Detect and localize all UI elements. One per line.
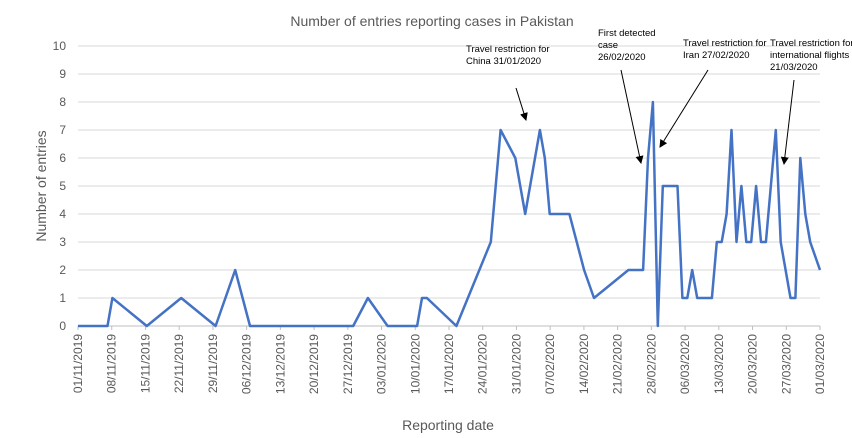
x-tick-label: 06/03/2020 bbox=[678, 334, 692, 394]
x-tick-label: 06/12/2019 bbox=[240, 334, 254, 394]
annotation-text: Travel restriction for international flig… bbox=[770, 38, 852, 73]
annotation-line: China 31/01/2020 bbox=[466, 56, 541, 67]
annotation-line: 26/02/2020 bbox=[598, 52, 646, 63]
x-tick-label: 17/01/2020 bbox=[442, 334, 456, 394]
x-tick-label: 20/12/2019 bbox=[307, 334, 321, 394]
annotation-line: international flights bbox=[770, 50, 849, 61]
annotation-text: Travel restriction for China 31/01/2020 bbox=[466, 44, 550, 67]
y-tick-label: 0 bbox=[59, 319, 66, 333]
annotation-arrow bbox=[515, 87, 528, 121]
x-tick-label: 10/01/2020 bbox=[408, 334, 422, 394]
x-tick-label: 08/11/2019 bbox=[105, 334, 119, 393]
annotation-line: Iran 27/02/2020 bbox=[683, 50, 750, 61]
annotations: Travel restriction for China 31/01/2020Fi… bbox=[466, 28, 852, 165]
annotation-line: Travel restriction for bbox=[466, 44, 550, 55]
y-axis-ticks: 0 1 2 3 4 5 6 7 8 9 10 bbox=[53, 39, 67, 333]
x-tick-label: 29/11/2019 bbox=[206, 334, 220, 393]
y-tick-label: 10 bbox=[53, 39, 67, 53]
annotation-arrow bbox=[780, 79, 795, 165]
x-tick-label: 28/02/2020 bbox=[644, 334, 658, 394]
series-line bbox=[78, 100, 822, 328]
x-tick-label: 01/03/2020 bbox=[813, 334, 827, 394]
y-tick-label: 1 bbox=[59, 291, 66, 305]
x-tick-label: 14/02/2020 bbox=[577, 334, 591, 394]
x-tick-label: 13/12/2019 bbox=[273, 334, 287, 394]
y-tick-label: 9 bbox=[59, 67, 66, 81]
y-tick-label: 5 bbox=[59, 179, 66, 193]
chart-title: Number of entries reporting cases in Pak… bbox=[290, 13, 573, 29]
annotation-line: 21/03/2020 bbox=[770, 62, 818, 73]
x-tick-label: 22/11/2019 bbox=[172, 334, 186, 393]
x-tick-label: 01/11/2019 bbox=[71, 334, 85, 393]
annotation-text: First detected case 26/02/2020 bbox=[598, 28, 656, 63]
x-tick-label: 24/01/2020 bbox=[476, 334, 490, 394]
x-tick-label: 21/02/2020 bbox=[611, 334, 625, 394]
x-axis-label: Reporting date bbox=[402, 417, 494, 433]
annotation-arrow bbox=[620, 69, 644, 164]
y-tick-label: 3 bbox=[59, 235, 66, 249]
x-tick-label: 27/03/2020 bbox=[779, 334, 793, 394]
y-tick-label: 6 bbox=[59, 151, 66, 165]
x-tick-label: 20/03/2020 bbox=[746, 334, 760, 394]
annotation-line: First detected bbox=[598, 28, 656, 39]
annotation-arrow bbox=[659, 69, 709, 148]
y-tick-label: 4 bbox=[59, 207, 66, 221]
y-tick-label: 8 bbox=[59, 95, 66, 109]
x-tick-label: 07/02/2020 bbox=[543, 334, 557, 394]
x-tick-label: 27/12/2019 bbox=[341, 334, 355, 394]
y-tick-label: 2 bbox=[59, 263, 66, 277]
x-tick-label: 15/11/2019 bbox=[138, 334, 152, 393]
annotation-line: Travel restriction for bbox=[683, 38, 767, 49]
x-tick-label: 31/01/2020 bbox=[509, 334, 523, 394]
x-tick-label: 13/03/2020 bbox=[712, 334, 726, 394]
x-axis-ticks: 01/11/2019 08/11/2019 15/11/2019 22/11/2019… bbox=[71, 326, 827, 394]
annotation-line: Travel restriction for bbox=[770, 38, 852, 49]
x-tick-label: 03/01/2020 bbox=[375, 334, 389, 394]
gridlines bbox=[78, 45, 820, 299]
annotation-text: Travel restriction for Iran 27/02/2020 bbox=[683, 38, 767, 61]
y-tick-label: 7 bbox=[59, 123, 66, 137]
annotation-line: case bbox=[598, 40, 618, 51]
y-axis-label: Number of entries bbox=[33, 130, 49, 241]
